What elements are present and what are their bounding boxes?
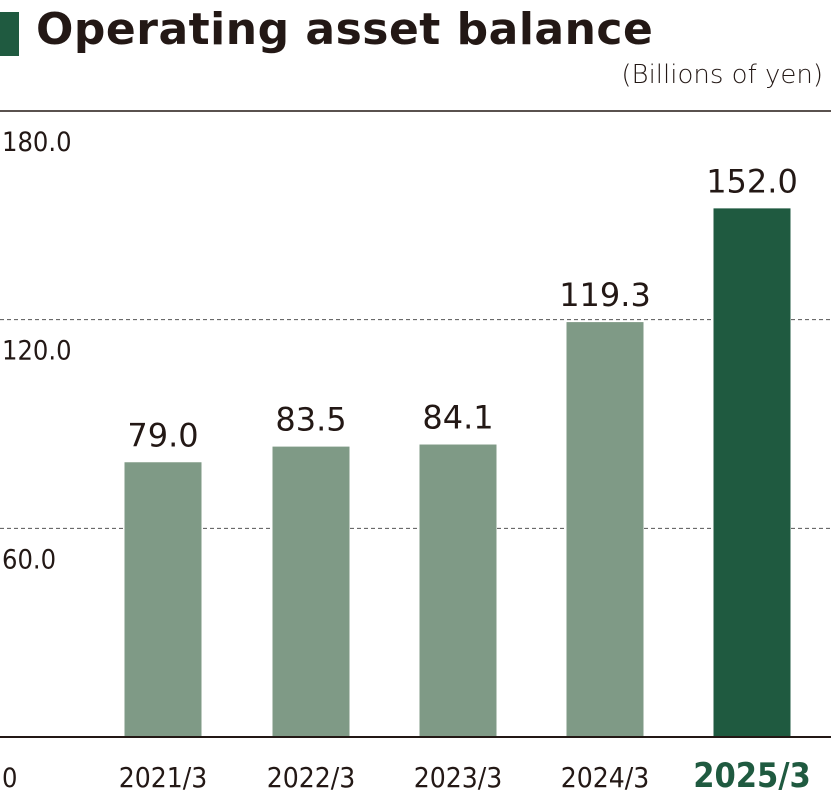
bar — [713, 208, 791, 737]
x-tick-label: 2021/3 — [119, 761, 208, 794]
bar — [419, 444, 497, 737]
data-label: 83.5 — [275, 401, 346, 439]
data-label: 84.1 — [422, 399, 493, 437]
y-tick-label: 0 — [2, 763, 17, 794]
y-tick-label: 180.0 — [2, 127, 72, 158]
bar — [566, 322, 644, 737]
unit-label: (Billions of yen) — [621, 60, 823, 90]
x-tick-label: 2023/3 — [414, 761, 503, 794]
bar — [124, 462, 202, 737]
title-marker-bar — [0, 12, 19, 56]
data-label: 152.0 — [706, 162, 798, 200]
y-tick-label: 60.0 — [2, 544, 56, 575]
data-label: 119.3 — [559, 276, 651, 314]
y-tick-label: 120.0 — [2, 336, 72, 367]
bar — [272, 446, 350, 737]
data-label: 79.0 — [127, 416, 198, 454]
x-tick-label: 2025/3 — [693, 756, 811, 796]
chart-title: Operating asset balance — [36, 4, 654, 55]
x-tick-label: 2024/3 — [561, 761, 650, 794]
x-tick-label: 2022/3 — [267, 761, 356, 794]
